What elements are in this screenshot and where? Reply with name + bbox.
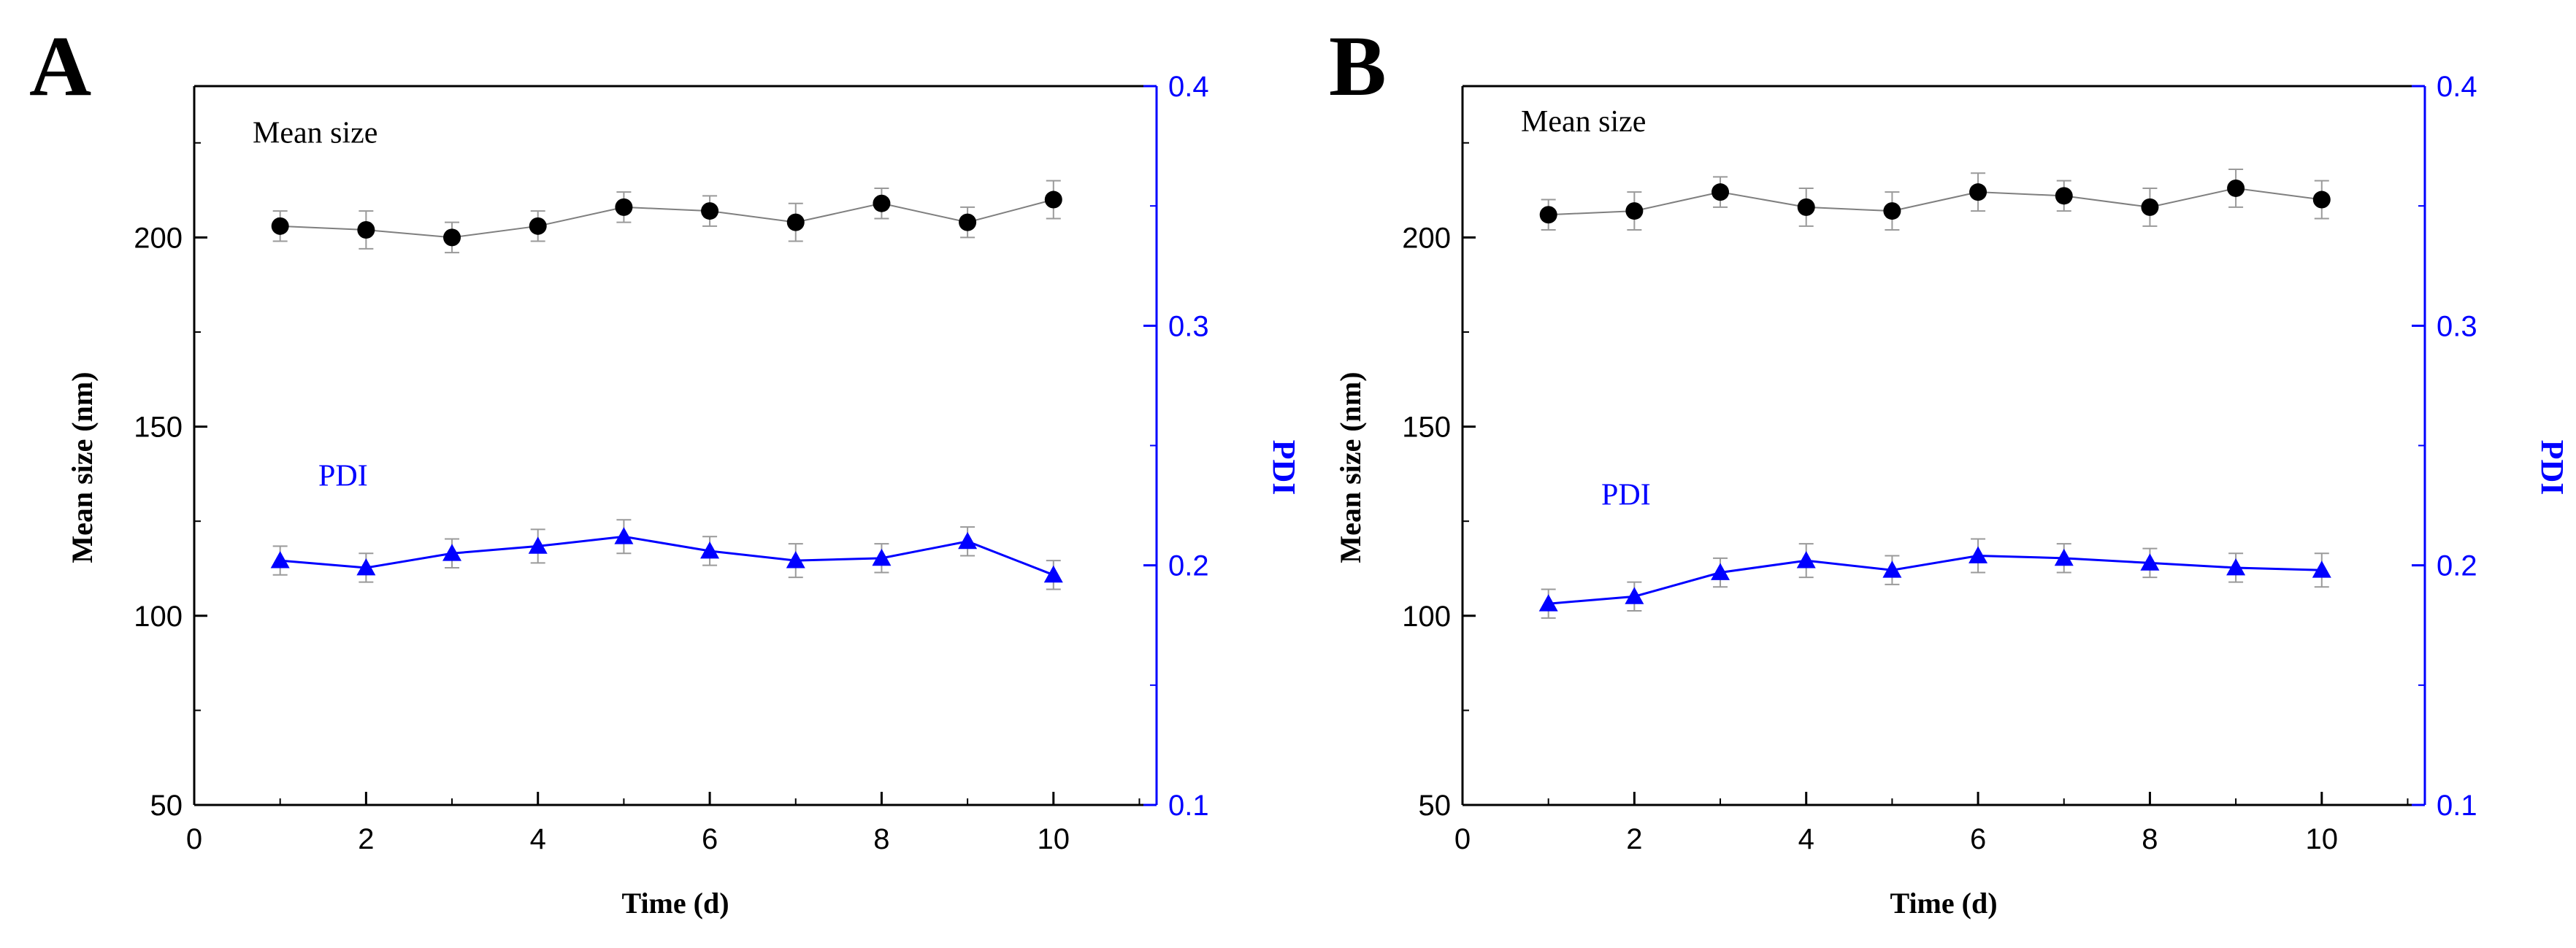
y-tick-label: 50 <box>150 790 183 822</box>
x-tick-label: 10 <box>1038 823 1070 855</box>
y2-axis-label: PDI <box>2534 440 2570 496</box>
mean-size-line <box>1548 187 2322 216</box>
y-axis-label: Mean size (nm) <box>66 371 99 563</box>
mean-size-point <box>1797 198 1815 216</box>
pdi-point <box>1538 594 1558 612</box>
pdi-point <box>1882 560 1902 578</box>
chart-panel-a: A 0 2 4 6 8 10 50 100 150 200 0.1 0.2 0.3 0.4 Time (d) M… <box>29 18 1302 920</box>
pdi-point <box>958 531 978 550</box>
x-tick-label: 0 <box>1454 823 1471 855</box>
x-tick-label: 8 <box>873 823 889 855</box>
pdi-point <box>356 558 376 576</box>
x-tick-label: 4 <box>530 823 546 855</box>
y2-tick-label: 0.3 <box>1168 310 1209 342</box>
pdi-point <box>786 551 805 569</box>
x-tick-label: 8 <box>2142 823 2158 855</box>
panel-label: A <box>29 18 91 114</box>
mean-size-point <box>1711 183 1730 201</box>
y-axis-label: Mean size (nm) <box>1334 371 1367 563</box>
y-tick-label: 200 <box>1402 222 1451 254</box>
y-tick-label: 150 <box>134 412 183 444</box>
pdi-point <box>2140 553 2160 571</box>
mean-size-series <box>271 180 1062 254</box>
y2-tick-label: 0.4 <box>1168 71 1209 103</box>
x-tick-label: 2 <box>1626 823 1642 855</box>
mean-size-series <box>1539 169 2331 231</box>
mean-size-point <box>2141 198 2159 216</box>
pdi-point <box>2054 548 2074 566</box>
pdi-line <box>1548 555 2322 605</box>
x-tick-label: 0 <box>186 823 202 855</box>
x-tick-label: 4 <box>1798 823 1814 855</box>
pdi-point <box>1711 563 1730 580</box>
x-tick-label: 6 <box>1970 823 1986 855</box>
y2-tick-label: 0.4 <box>2437 71 2477 103</box>
pdi-point <box>700 541 720 559</box>
mean-size-point <box>271 217 289 235</box>
pdi-line <box>280 535 1054 577</box>
pdi-annotation: PDI <box>1601 479 1651 512</box>
mean-size-point <box>2055 187 2073 205</box>
x-axis-label: Time (d) <box>621 887 729 920</box>
x-tick-label: 6 <box>702 823 718 855</box>
mean-size-annotation: Mean size <box>253 117 377 150</box>
y2-tick-label: 0.2 <box>2437 550 2477 582</box>
mean-size-point <box>701 202 719 220</box>
y2-tick-label: 0.1 <box>1168 790 1209 822</box>
pdi-point <box>1796 551 1816 569</box>
pdi-series <box>270 519 1063 590</box>
y2-axis-label: PDI <box>1266 440 1302 496</box>
pdi-point <box>614 527 634 544</box>
mean-size-point <box>959 213 977 231</box>
mean-size-point <box>529 217 547 235</box>
pdi-point <box>872 548 892 566</box>
mean-size-point <box>1539 206 1557 224</box>
y-tick-label: 100 <box>1402 601 1451 633</box>
chart-panel-b: B 0 2 4 6 8 10 50 100 150 200 0.1 0.2 0.3 0.4 Time (d) M… <box>1329 18 2570 920</box>
pdi-point <box>528 536 548 554</box>
pdi-point <box>2226 558 2246 576</box>
mean-size-point <box>2312 190 2331 209</box>
x-axis-label: Time (d) <box>1890 887 1997 920</box>
pdi-series <box>1538 538 2331 619</box>
x-tick-label: 2 <box>358 823 374 855</box>
y-tick-label: 50 <box>1419 790 1452 822</box>
mean-size-point <box>1969 183 1987 201</box>
y-tick-label: 200 <box>134 222 183 254</box>
pdi-point <box>270 551 290 569</box>
y-tick-label: 150 <box>1402 412 1451 444</box>
pdi-point <box>2312 560 2331 578</box>
y2-tick-label: 0.1 <box>2437 790 2477 822</box>
mean-size-point <box>786 213 805 231</box>
pdi-point <box>1969 546 1988 563</box>
pdi-point <box>442 544 462 561</box>
y-tick-label: 100 <box>134 601 183 633</box>
pdi-annotation: PDI <box>318 459 368 493</box>
mean-size-point <box>357 221 375 239</box>
mean-size-point <box>615 198 633 216</box>
pdi-point <box>1043 565 1063 583</box>
mean-size-point <box>1044 190 1062 209</box>
mean-size-point <box>1883 202 1901 220</box>
mean-size-point <box>2227 179 2245 197</box>
mean-size-annotation: Mean size <box>1521 105 1646 139</box>
y2-tick-label: 0.3 <box>2437 310 2477 342</box>
x-tick-label: 10 <box>2306 823 2339 855</box>
mean-size-point <box>873 194 891 212</box>
mean-size-point <box>1625 202 1644 220</box>
panel-label: B <box>1329 18 1387 114</box>
mean-size-line <box>280 199 1054 239</box>
mean-size-point <box>443 228 461 247</box>
pdi-point <box>1625 587 1644 604</box>
y2-tick-label: 0.2 <box>1168 550 1209 582</box>
